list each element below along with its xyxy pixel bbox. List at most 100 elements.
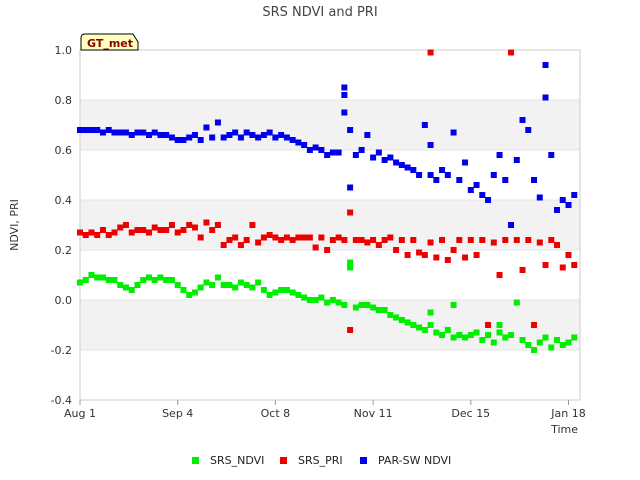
data-point xyxy=(559,197,566,203)
data-point xyxy=(168,134,175,141)
data-point xyxy=(393,159,400,166)
data-point xyxy=(341,302,348,308)
data-point xyxy=(502,237,509,243)
data-point xyxy=(352,237,359,243)
data-point xyxy=(174,229,181,236)
data-point xyxy=(312,144,319,151)
data-point xyxy=(559,264,566,271)
y-tick-label: -0.2 xyxy=(51,344,72,357)
data-point xyxy=(444,257,451,263)
y-tick-label: 0.2 xyxy=(55,244,73,257)
data-point xyxy=(571,262,578,268)
data-point xyxy=(329,149,336,156)
data-point xyxy=(232,234,239,241)
data-point xyxy=(393,247,400,253)
data-point xyxy=(427,49,434,56)
data-point xyxy=(174,282,181,288)
data-point xyxy=(140,227,147,233)
data-point xyxy=(186,222,193,228)
data-point xyxy=(186,134,193,141)
data-point xyxy=(157,274,164,281)
legend-label: SRS_PRI xyxy=(298,454,343,467)
data-point xyxy=(427,142,434,148)
data-point xyxy=(341,109,348,116)
data-point xyxy=(525,342,532,348)
data-point xyxy=(306,234,313,241)
data-point xyxy=(191,289,198,296)
data-point xyxy=(329,297,336,303)
data-point xyxy=(191,224,198,231)
data-point xyxy=(272,234,279,241)
data-point xyxy=(243,282,250,288)
data-point xyxy=(203,219,210,226)
data-point xyxy=(439,237,446,243)
data-point xyxy=(479,337,486,343)
y-tick-label: 1.0 xyxy=(55,44,73,57)
data-point xyxy=(243,237,250,243)
data-point xyxy=(433,329,440,336)
data-point xyxy=(427,322,434,328)
data-point xyxy=(536,194,543,201)
data-point xyxy=(209,282,216,288)
x-tick-label: Sep 4 xyxy=(162,407,193,420)
y-tick-label: 0.4 xyxy=(55,194,73,207)
data-point xyxy=(410,237,417,243)
data-point xyxy=(502,334,509,341)
data-point xyxy=(220,134,227,141)
data-point xyxy=(312,244,319,251)
data-point xyxy=(531,347,538,353)
data-point xyxy=(496,329,503,336)
data-point xyxy=(467,187,474,193)
data-point xyxy=(444,327,451,333)
data-point xyxy=(77,229,83,236)
data-point xyxy=(163,227,170,233)
data-point xyxy=(312,297,319,303)
data-point xyxy=(341,237,348,243)
gt-met-badge: GT_met xyxy=(80,33,139,51)
data-point xyxy=(456,237,463,243)
data-point xyxy=(473,329,480,336)
data-point xyxy=(157,132,164,138)
data-point xyxy=(496,272,503,278)
x-axis-label: Time xyxy=(550,423,578,436)
data-point xyxy=(387,234,394,241)
data-point xyxy=(180,287,187,293)
data-point xyxy=(306,147,313,153)
data-point xyxy=(410,167,417,173)
data-point xyxy=(260,234,267,241)
data-point xyxy=(324,152,331,158)
data-point xyxy=(249,132,256,138)
data-point xyxy=(565,339,572,346)
data-point xyxy=(249,222,256,228)
data-point xyxy=(272,134,279,141)
data-point xyxy=(214,222,221,228)
data-point xyxy=(94,274,101,281)
data-point xyxy=(88,127,95,133)
data-point xyxy=(283,287,290,293)
data-point xyxy=(77,279,83,286)
data-point xyxy=(295,234,302,241)
data-point xyxy=(77,127,83,133)
data-point xyxy=(105,127,112,133)
data-point xyxy=(421,252,428,258)
data-point xyxy=(525,127,532,133)
data-point xyxy=(387,154,394,161)
data-point xyxy=(433,254,440,261)
data-point xyxy=(364,302,371,308)
data-point xyxy=(289,289,296,296)
data-point xyxy=(255,239,262,246)
data-point xyxy=(226,132,233,138)
data-point xyxy=(134,227,141,233)
data-point xyxy=(508,49,515,56)
data-point xyxy=(151,129,158,136)
data-point xyxy=(134,282,141,288)
data-point xyxy=(209,134,216,141)
data-point xyxy=(341,92,348,98)
data-point xyxy=(496,322,503,328)
data-point xyxy=(329,237,336,243)
data-point xyxy=(444,172,451,178)
data-point xyxy=(324,299,331,306)
data-point xyxy=(490,239,497,246)
data-point xyxy=(536,339,543,346)
data-point xyxy=(278,287,285,293)
